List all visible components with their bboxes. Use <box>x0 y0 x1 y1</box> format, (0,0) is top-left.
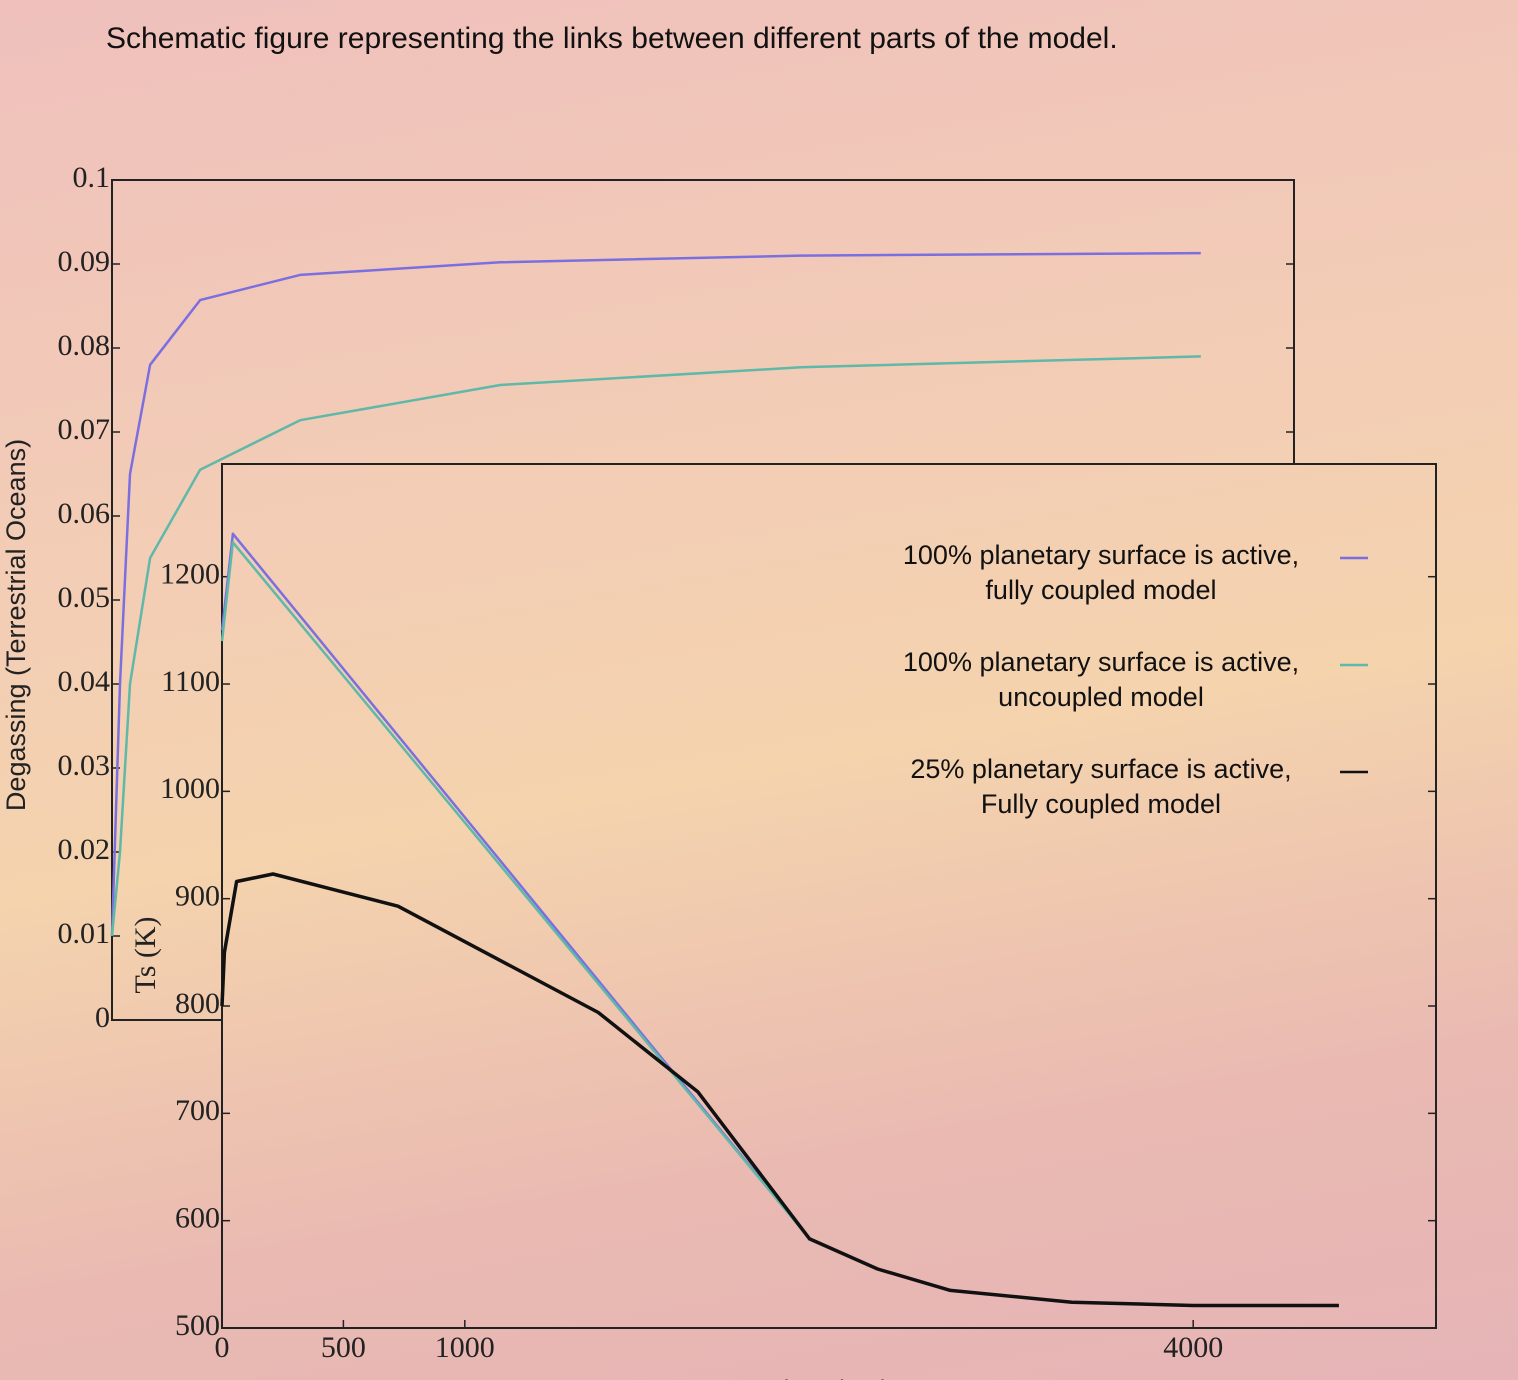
x-tick-label: 0 <box>215 1331 230 1364</box>
x-tick-label: 500 <box>321 1331 366 1364</box>
page: Schematic figure representing the links … <box>0 0 1518 1380</box>
y-tick-label: 1200 <box>160 558 220 591</box>
x-tick-label: 4000 <box>1163 1331 1223 1364</box>
y-tick-label: 0.08 <box>58 329 111 362</box>
y-tick-label: 0.1 <box>73 161 111 194</box>
y-tick-label: 0.01 <box>58 917 111 950</box>
y-tick-label: 0.02 <box>58 833 111 866</box>
series-line <box>222 874 1339 1306</box>
legend-label: 100% planetary surface is active, uncoup… <box>861 645 1341 715</box>
y-tick-label: 500 <box>175 1309 220 1342</box>
y-tick-label: 1100 <box>161 665 220 698</box>
legend-label: 100% planetary surface is active, fully … <box>861 538 1341 608</box>
y-tick-label: 0.04 <box>58 665 111 698</box>
y-axis-label: Degassing (Terrestrial Oceans) <box>1 439 31 811</box>
y-tick-label: 1000 <box>160 772 220 805</box>
y-tick-label: 0.03 <box>58 749 111 782</box>
x-axis-label: Time (Ma) <box>768 1375 890 1380</box>
y-tick-label: 0.05 <box>58 581 111 614</box>
y-tick-label: 700 <box>175 1094 220 1127</box>
y-tick-label: 0.09 <box>58 245 111 278</box>
y-tick-label: 800 <box>175 987 220 1020</box>
x-tick-label: 1000 <box>435 1331 495 1364</box>
y-tick-label: 0 <box>95 1001 110 1034</box>
y-tick-label: 0.06 <box>58 497 111 530</box>
y-tick-label: 600 <box>175 1202 220 1235</box>
legend-label: 25% planetary surface is active, Fully c… <box>861 752 1341 822</box>
y-tick-label: 900 <box>175 880 220 913</box>
y-axis-label: Ts (K) <box>129 916 162 993</box>
y-tick-label: 0.07 <box>58 413 111 446</box>
